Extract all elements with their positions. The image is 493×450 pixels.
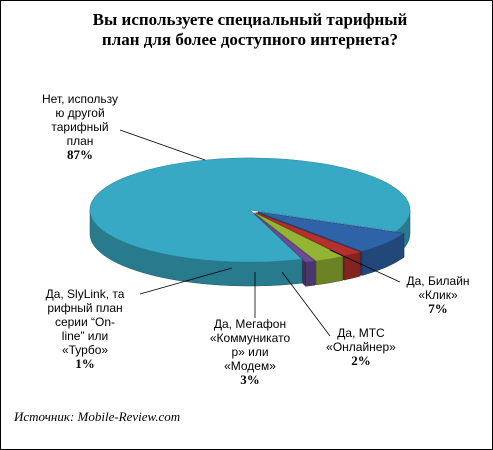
pie-slice <box>89 157 411 263</box>
pie-slice-wall <box>343 251 361 281</box>
pie-slice <box>254 212 344 262</box>
source-note: Источник: Mobile-Review.com <box>14 409 181 424</box>
label-megafon: Да, Мегафон «Коммуникато р» или «Модем» … <box>209 317 291 387</box>
label-no: Нет, использу ю другой тарифный план 87% <box>41 92 118 162</box>
pie-tops <box>89 129 411 337</box>
leader-line <box>329 249 401 283</box>
pie-slice-wall <box>305 260 316 287</box>
leader-line <box>139 267 233 295</box>
leader-line <box>281 271 331 337</box>
chart-title: Вы используете специальный тарифный план… <box>92 10 408 49</box>
label-slylink: Да, SlyLink, та рифный план серии “On- l… <box>45 287 125 371</box>
pie-slice <box>253 212 316 263</box>
leader-line <box>119 129 206 161</box>
label-beeline: Да, Билайн «Клик» 7% <box>406 274 470 316</box>
label-mts: Да, МТС «Онлайнер» 2% <box>326 326 396 368</box>
pie-slice <box>257 211 405 252</box>
